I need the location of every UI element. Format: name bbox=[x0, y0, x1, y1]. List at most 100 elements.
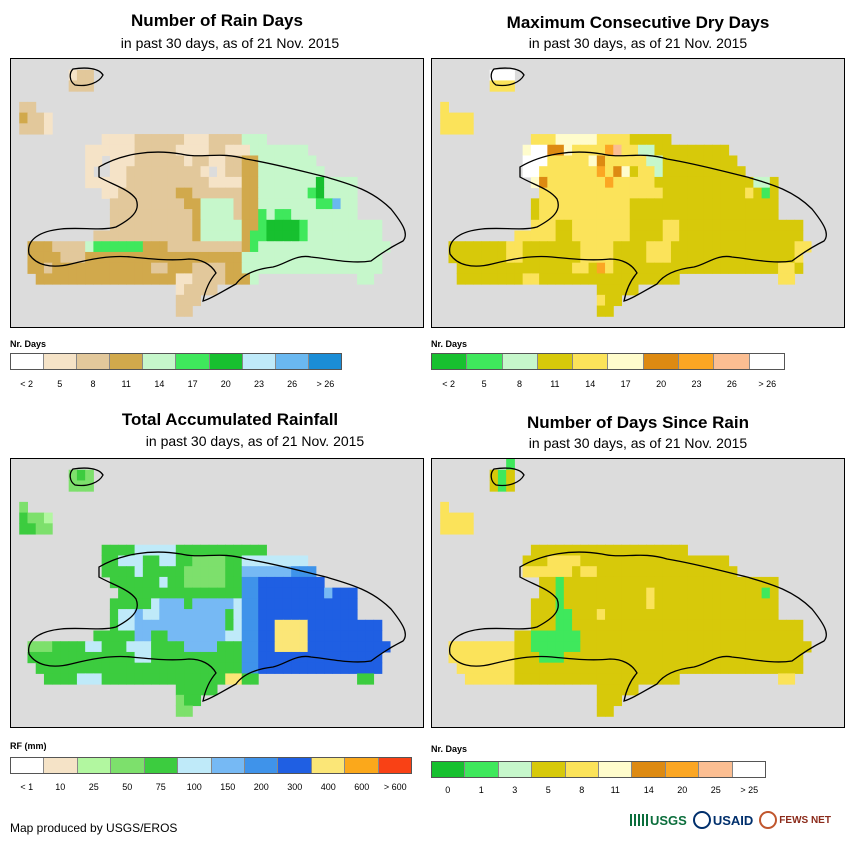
grid-cell bbox=[646, 187, 655, 199]
grid-cell bbox=[217, 166, 226, 178]
grid-cell bbox=[142, 144, 152, 156]
grid-cell bbox=[324, 619, 333, 632]
grid-cell bbox=[151, 262, 160, 274]
grid-cell bbox=[621, 176, 631, 189]
grid-cell bbox=[365, 262, 375, 274]
grid-cell bbox=[118, 219, 127, 232]
grid-cell bbox=[233, 587, 243, 599]
grid-cell bbox=[563, 251, 573, 264]
grid-cell bbox=[539, 187, 548, 199]
legend-swatch bbox=[599, 762, 633, 777]
grid-cell bbox=[159, 673, 169, 685]
grid-cell bbox=[299, 219, 309, 232]
grid-cell bbox=[605, 134, 614, 146]
grid-cell bbox=[514, 230, 524, 242]
grid-cell bbox=[794, 219, 804, 232]
grid-cell bbox=[753, 619, 763, 632]
grid-cell bbox=[348, 262, 358, 274]
grid-cell bbox=[794, 262, 804, 274]
grid-cell bbox=[19, 512, 28, 524]
grid-cell bbox=[786, 219, 796, 232]
grid-cell bbox=[794, 230, 804, 242]
grid-cell bbox=[258, 651, 267, 664]
grid-cell bbox=[118, 176, 127, 189]
legend-swatch bbox=[749, 354, 784, 369]
grid-cell bbox=[662, 662, 672, 674]
grid-cell bbox=[101, 662, 111, 674]
grid-cell bbox=[217, 555, 226, 567]
grid-cell bbox=[769, 641, 779, 653]
grid-cell bbox=[703, 630, 713, 642]
grid-cell bbox=[184, 598, 193, 610]
grid-cell bbox=[184, 134, 193, 146]
grid-cell bbox=[563, 219, 573, 232]
grid-cell bbox=[728, 219, 738, 232]
usaid-logo-text: USAID bbox=[712, 812, 754, 828]
grid-cell bbox=[109, 166, 119, 178]
grid-cell bbox=[670, 219, 680, 232]
grid-cell bbox=[200, 166, 210, 178]
grid-cell bbox=[621, 555, 631, 567]
grid-cell bbox=[266, 176, 276, 189]
grid-cell bbox=[588, 555, 598, 567]
grid-cell bbox=[572, 630, 581, 642]
grid-cell bbox=[68, 641, 78, 653]
grid-cell bbox=[679, 198, 688, 210]
grid-cell bbox=[456, 123, 466, 135]
grid-cell bbox=[539, 662, 548, 674]
grid-cell bbox=[753, 241, 763, 253]
grid-cell bbox=[563, 209, 573, 221]
grid-cell bbox=[134, 230, 144, 242]
grid-cell bbox=[761, 209, 771, 221]
grid-cell bbox=[299, 198, 309, 210]
grid-cell bbox=[539, 134, 548, 146]
grid-cell bbox=[621, 284, 631, 296]
grid-cell bbox=[687, 155, 697, 167]
legend-tick-label: > 600 bbox=[383, 782, 407, 792]
grid-cell bbox=[159, 230, 169, 242]
grid-cell bbox=[159, 555, 169, 567]
grid-cell bbox=[291, 198, 300, 210]
grid-cell bbox=[547, 230, 557, 242]
grid-cell bbox=[473, 251, 482, 264]
grid-cell bbox=[539, 641, 548, 653]
grid-cell bbox=[588, 209, 598, 221]
grid-cell bbox=[258, 241, 267, 253]
grid-cell bbox=[274, 262, 284, 274]
grid-cell bbox=[184, 219, 193, 232]
grid-cell bbox=[299, 576, 309, 589]
grid-cell bbox=[85, 144, 94, 156]
grid-cell bbox=[638, 598, 647, 610]
grid-cell bbox=[340, 198, 350, 210]
grid-cell bbox=[456, 262, 466, 274]
grid-cell bbox=[167, 198, 177, 210]
grid-cell bbox=[448, 523, 458, 535]
grid-cell bbox=[720, 587, 730, 599]
grid-cell bbox=[596, 673, 606, 685]
legend-tick-label: 5 bbox=[57, 379, 63, 389]
grid-cell bbox=[596, 662, 606, 674]
grid-cell bbox=[712, 166, 721, 178]
grid-cell bbox=[184, 273, 193, 285]
grid-cell bbox=[274, 219, 284, 232]
grid-cell bbox=[208, 566, 218, 578]
grid-cell bbox=[365, 230, 375, 242]
grid-cell bbox=[654, 673, 664, 685]
grid-cell bbox=[324, 198, 333, 210]
grid-cell bbox=[728, 230, 738, 242]
grid-cell bbox=[489, 241, 499, 253]
grid-cell bbox=[258, 576, 267, 589]
grid-cell bbox=[638, 662, 647, 674]
grid-cell bbox=[605, 284, 614, 296]
grid-cell bbox=[539, 609, 548, 621]
grid-cell bbox=[282, 630, 292, 642]
grid-cell bbox=[266, 662, 276, 674]
grid-cell bbox=[679, 566, 688, 578]
grid-cell bbox=[249, 187, 259, 199]
grid-cell bbox=[134, 673, 144, 685]
grid-cell bbox=[629, 609, 639, 621]
grid-cell bbox=[142, 209, 152, 221]
grid-cell bbox=[233, 155, 243, 167]
grid-cell bbox=[118, 673, 127, 685]
grid-cell bbox=[555, 262, 565, 274]
